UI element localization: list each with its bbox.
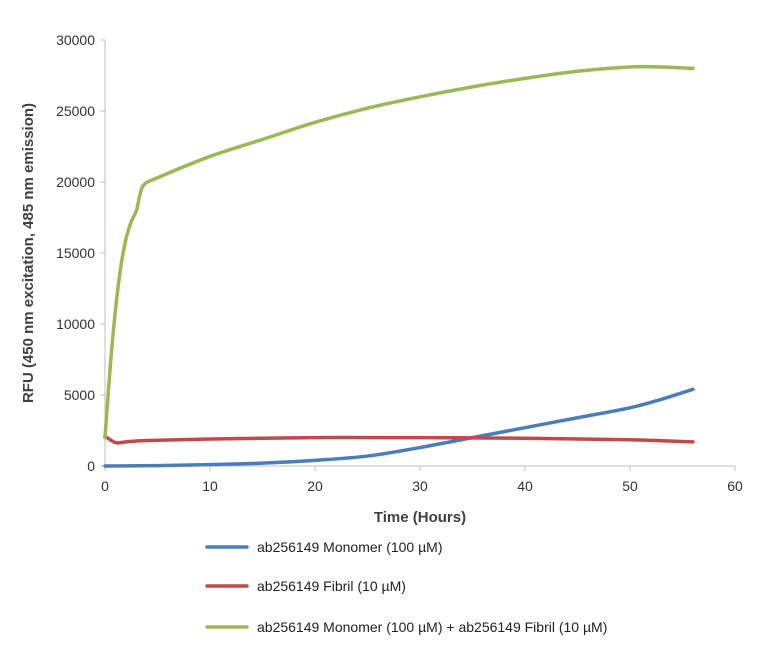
x-tick-label: 20 — [307, 478, 323, 494]
x-tick-label: 60 — [727, 478, 743, 494]
series-line-2 — [103, 434, 695, 445]
legend: ab256149 Monomer (100 µM) ab256149 Fibril… — [205, 539, 607, 635]
x-tick-label: 50 — [622, 478, 638, 494]
x-tick-label: 30 — [412, 478, 428, 494]
series-line-3 — [103, 64, 695, 440]
series-lines — [103, 64, 695, 468]
x-tick-label: 40 — [517, 478, 533, 494]
y-tick-label: 10000 — [56, 316, 95, 332]
axes — [104, 40, 735, 467]
y-tick-label: 25000 — [56, 103, 95, 119]
legend-label-3: ab256149 Monomer (100 µM) + ab256149 Fib… — [257, 619, 607, 635]
y-axis-ticks: 0 5000 10000 15000 20000 25000 30000 — [56, 32, 105, 474]
legend-label-2: ab256149 Fibril (10 µM) — [257, 578, 406, 594]
x-tick-label: 0 — [101, 478, 109, 494]
series-line-1 — [103, 387, 695, 468]
y-tick-label: 15000 — [56, 245, 95, 261]
y-tick-label: 5000 — [64, 387, 95, 403]
y-tick-label: 20000 — [56, 174, 95, 190]
legend-label-1: ab256149 Monomer (100 µM) — [257, 539, 443, 555]
y-tick-label: 0 — [87, 458, 95, 474]
y-tick-label: 30000 — [56, 32, 95, 48]
x-axis-title: Time (Hours) — [374, 509, 466, 526]
x-axis-ticks: 0 10 20 30 40 50 60 — [101, 466, 743, 494]
y-axis-title: RFU (450 nm excitation, 485 nm emission) — [20, 103, 37, 403]
x-tick-label: 10 — [202, 478, 218, 494]
